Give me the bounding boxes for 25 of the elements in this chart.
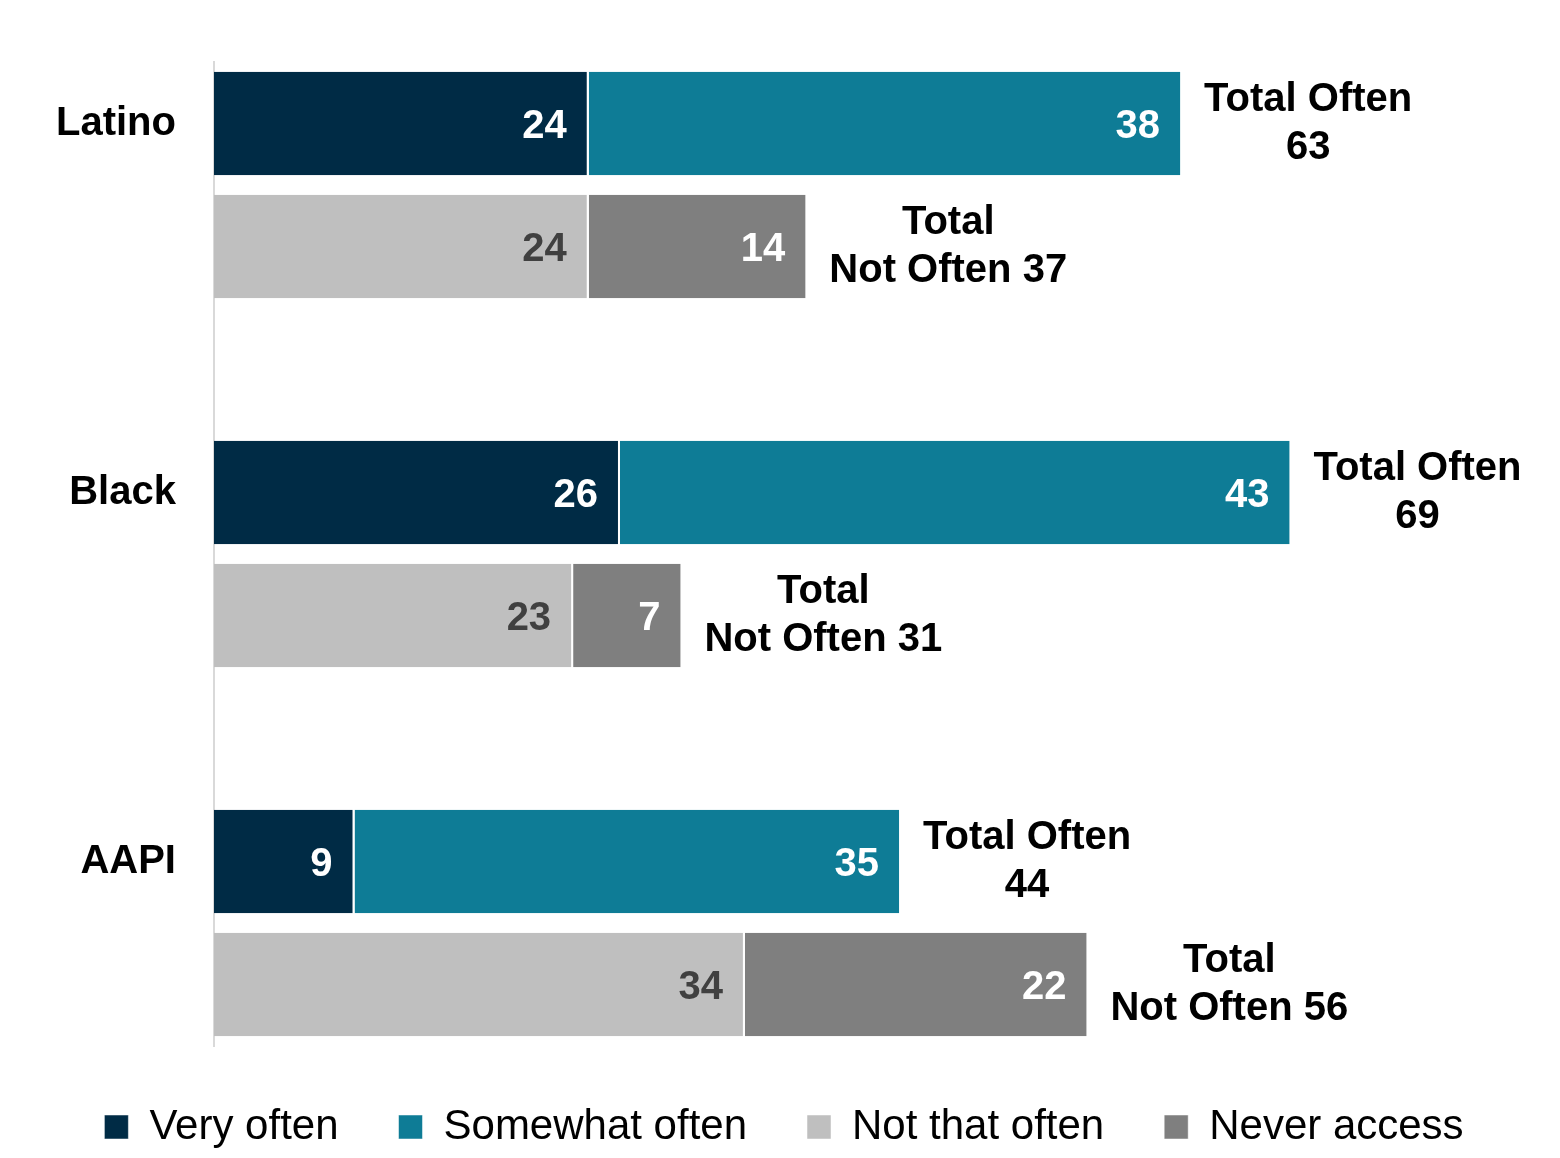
y-tick-label: Black	[69, 467, 177, 512]
y-tick-label: AAPI	[80, 836, 176, 881]
total-label: Total Not Often 37	[829, 197, 1068, 290]
data-label: 26	[553, 470, 598, 515]
data-label: 7	[638, 593, 661, 638]
data-label: 24	[522, 101, 568, 146]
data-label: 9	[310, 839, 333, 884]
y-tick-label: Latino	[56, 98, 176, 143]
data-label: 38	[1115, 101, 1161, 146]
legend-label: Somewhat often	[443, 1100, 748, 1148]
legend-label: Never access	[1209, 1100, 1464, 1148]
legend-label: Very often	[149, 1100, 339, 1148]
legend-label: Not that often	[852, 1100, 1105, 1148]
total-label: Total Not Often 31	[704, 566, 943, 659]
total-label: Total Often 69	[1313, 443, 1522, 536]
total-label: Total Often 63	[1204, 74, 1413, 167]
data-label: 34	[678, 962, 724, 1007]
data-label: 14	[740, 224, 787, 269]
data-label: 35	[834, 839, 880, 884]
data-label: 43	[1224, 470, 1270, 515]
data-label: 22	[1021, 962, 1067, 1007]
total-label: Total Not Often 56	[1110, 935, 1349, 1028]
data-label: 24	[522, 224, 568, 269]
data-label: 23	[506, 593, 552, 638]
total-label: Total Often 44	[923, 812, 1132, 905]
